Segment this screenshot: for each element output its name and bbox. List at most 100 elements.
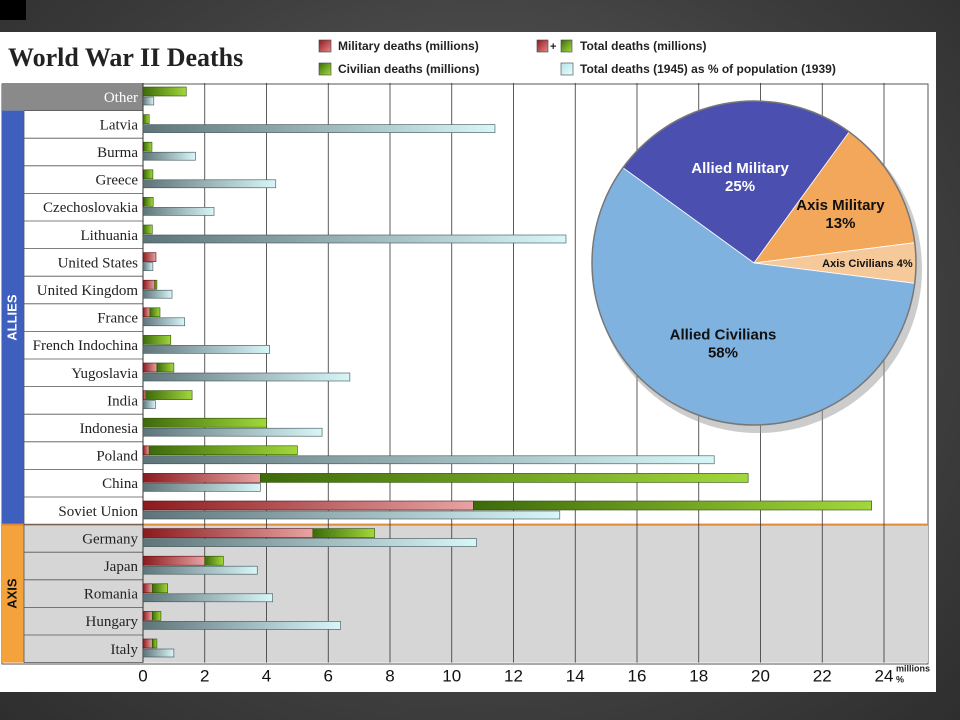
- bar-military-poland: [142, 445, 150, 456]
- x-tick-4: 4: [262, 667, 271, 686]
- bar-percent-united-kingdom: [142, 289, 173, 299]
- bar-civilian-french-indochina: [142, 335, 172, 345]
- legend-swatch-total-civilian: [560, 39, 573, 53]
- bars: [142, 86, 872, 658]
- x-tick-6: 6: [324, 667, 333, 686]
- x-tick-2: 2: [200, 667, 209, 686]
- category-label-united-kingdom: United Kingdom: [37, 283, 139, 299]
- bar-civilian-burma: [143, 141, 153, 152]
- bar-civilian-yugoslavia: [156, 362, 175, 373]
- pie-value-axis-military: 13%: [825, 215, 855, 232]
- pie-label-axis-civilians: Axis Civilians 4%: [822, 258, 913, 270]
- bar-percent-latvia: [142, 124, 496, 133]
- category-label-yugoslavia: Yugoslavia: [71, 366, 138, 382]
- bar-percent-greece: [142, 179, 277, 189]
- bar-military-soviet-union: [142, 500, 474, 511]
- bar-percent-yugoslavia: [142, 372, 351, 382]
- corner-mark: [0, 0, 26, 20]
- bar-civilian-china: [260, 473, 749, 483]
- bar-percent-india: [142, 400, 156, 409]
- category-label-india: India: [107, 393, 138, 409]
- pie-label-allied-military: Allied Military: [691, 160, 789, 177]
- category-label-indonesia: Indonesia: [80, 421, 139, 437]
- bar-civilian-germany: [312, 528, 375, 538]
- x-tick-12: 12: [504, 667, 523, 686]
- category-label-united-states: United States: [58, 255, 139, 271]
- bar-civilian-indonesia: [142, 417, 267, 428]
- bar-civilian-czechoslovakia: [143, 197, 154, 207]
- axis-label: AXIS: [4, 578, 19, 609]
- legend: Military deaths (millions) Civilian deat…: [318, 39, 836, 76]
- bar-percent-france: [142, 317, 185, 327]
- bar-percent-hungary: [142, 621, 341, 630]
- bar-percent-germany: [142, 538, 477, 547]
- bar-civilian-united-kingdom: [154, 279, 158, 290]
- legend-total: Total deaths (millions): [580, 39, 706, 53]
- bar-percent-romania: [142, 593, 273, 603]
- allies-band: [2, 110, 24, 525]
- bar-percent-soviet-union: [142, 510, 561, 520]
- x-tick-14: 14: [566, 667, 585, 686]
- category-label-greece: Greece: [96, 173, 139, 189]
- bar-military-united-states: [142, 252, 157, 262]
- category-label-china: China: [102, 476, 138, 492]
- pie-label-axis-military: Axis Military: [796, 197, 885, 214]
- bar-military-yugoslavia: [142, 362, 158, 373]
- category-label-hungary: Hungary: [86, 614, 139, 630]
- x-unit-percent: %: [896, 675, 904, 685]
- x-tick-0: 0: [138, 667, 147, 686]
- x-tick-16: 16: [628, 667, 647, 686]
- bar-percent-poland: [142, 455, 715, 465]
- x-ticks: 0 2 4 6 8 10 12 14 16 18 20 22 24: [138, 667, 893, 686]
- pie-outline: [591, 100, 917, 426]
- bar-military-india: [142, 390, 147, 400]
- chart-svg: World War II Deaths Military deaths (mil…: [1, 39, 930, 686]
- bar-civilian-japan: [204, 555, 224, 566]
- legend-plus: +: [550, 41, 556, 53]
- pie-value-allied-civilians: 58%: [708, 344, 738, 361]
- bar-civilian-poland: [148, 445, 298, 456]
- bar-percent-italy: [142, 648, 175, 658]
- category-label-latvia: Latvia: [100, 117, 139, 133]
- bar-military-hungary: [142, 611, 153, 621]
- bar-percent-other: [142, 96, 155, 106]
- category-label-soviet-union: Soviet Union: [58, 504, 138, 520]
- category-label-lithuania: Lithuania: [81, 228, 139, 244]
- bar-civilian-lithuania: [142, 224, 153, 235]
- bar-military-italy: [142, 638, 153, 649]
- category-label-french-indochina: French Indochina: [33, 338, 139, 354]
- bar-civilian-india: [145, 390, 193, 400]
- legend-civilian: Civilian deaths (millions): [338, 62, 479, 76]
- allies-label: ALLIES: [4, 294, 19, 341]
- bar-civilian-romania: [151, 583, 168, 594]
- category-label-italy: Italy: [111, 642, 139, 658]
- chart-title: World War II Deaths: [8, 43, 243, 72]
- legend-military: Military deaths (millions): [338, 39, 479, 53]
- legend-swatch-military: [318, 39, 332, 53]
- bar-civilian-latvia: [142, 114, 150, 124]
- bar-civilian-soviet-union: [473, 500, 872, 511]
- bar-military-france: [142, 307, 151, 318]
- x-unit-millions: millions: [896, 664, 930, 674]
- x-tick-20: 20: [751, 667, 770, 686]
- bar-percent-japan: [142, 565, 258, 575]
- bar-civilian-greece: [143, 169, 154, 180]
- category-label-france: France: [97, 311, 138, 327]
- pie-value-allied-military: 25%: [725, 178, 755, 195]
- bar-percent-indonesia: [142, 427, 323, 437]
- bar-military-united-kingdom: [142, 279, 156, 290]
- x-tick-24: 24: [875, 667, 894, 686]
- legend-swatch-percent: [560, 62, 574, 76]
- x-tick-10: 10: [442, 667, 461, 686]
- bar-civilian-italy: [151, 638, 158, 649]
- chart-panel: World War II Deaths Military deaths (mil…: [0, 32, 936, 692]
- legend-swatch-civilian: [318, 62, 332, 76]
- x-tick-22: 22: [813, 667, 832, 686]
- other-band: [2, 83, 143, 111]
- category-label-japan: Japan: [104, 559, 139, 575]
- bar-civilian-hungary: [151, 611, 162, 621]
- legend-percent: Total deaths (1945) as % of population (…: [580, 62, 836, 76]
- bar-percent-czechoslovakia: [142, 207, 215, 216]
- bar-civilian-france: [149, 307, 161, 318]
